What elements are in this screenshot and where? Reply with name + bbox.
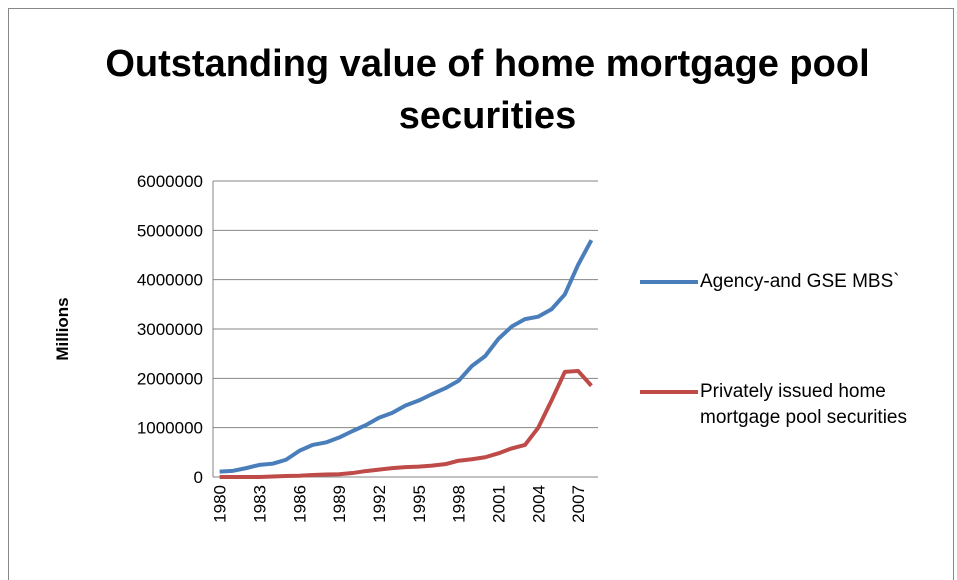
y-axis-label: Millions	[53, 297, 72, 360]
y-tick-label: 3000000	[137, 320, 203, 339]
x-tick-label: 1992	[370, 485, 389, 523]
legend-label: Agency-and GSE MBS`	[700, 271, 900, 292]
y-tick-label: 5000000	[137, 221, 203, 240]
x-tick-label: 1989	[330, 485, 349, 523]
y-tick-label: 2000000	[137, 369, 203, 388]
y-tick-label: 1000000	[137, 419, 203, 438]
chart-border	[8, 8, 954, 580]
x-tick-label: 2001	[489, 485, 508, 523]
x-tick-label: 1983	[250, 485, 269, 523]
x-tick-label: 2007	[569, 485, 588, 523]
series-line	[219, 368, 593, 479]
x-tick-label: 1998	[450, 485, 469, 523]
x-tick-label: 1995	[410, 485, 429, 523]
y-tick-label: 4000000	[137, 271, 203, 290]
x-tick-label: 2004	[529, 485, 548, 523]
legend-label: Privately issued home mortgage pool secu…	[700, 381, 907, 428]
series-line	[219, 239, 594, 474]
y-tick-label: 0	[194, 468, 203, 487]
x-tick-label: 1980	[211, 485, 230, 523]
y-tick-label: 6000000	[137, 172, 203, 191]
chart-title: Outstanding value of home mortgage pool …	[105, 43, 870, 137]
x-tick-label: 1986	[290, 485, 309, 523]
